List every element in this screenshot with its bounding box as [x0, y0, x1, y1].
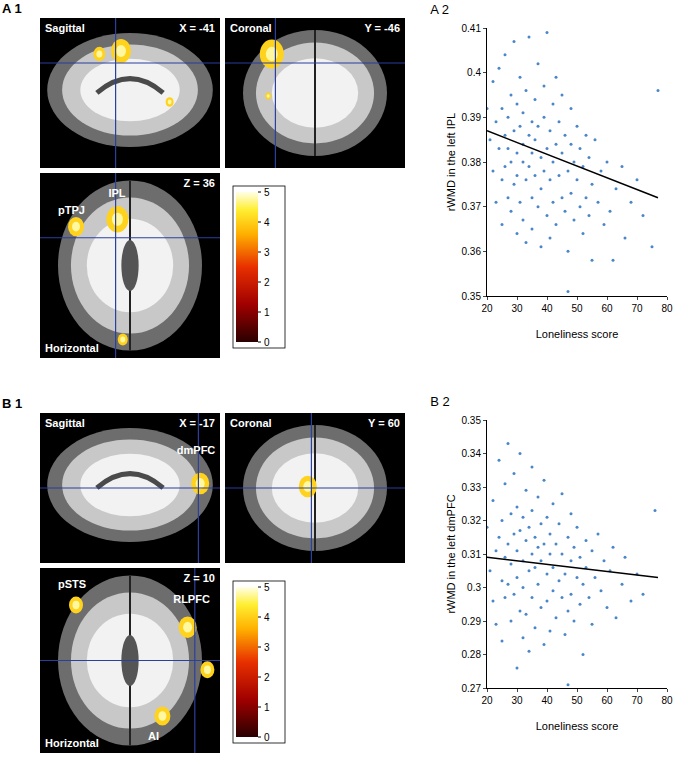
svg-text:50: 50 [571, 695, 583, 706]
svg-text:0.39: 0.39 [462, 112, 482, 123]
svg-text:0.34: 0.34 [462, 448, 482, 459]
svg-text:Loneliness score: Loneliness score [536, 720, 619, 732]
svg-text:0.38: 0.38 [462, 157, 482, 168]
svg-text:A 2: A 2 [430, 2, 449, 17]
svg-text:B 2: B 2 [430, 394, 450, 409]
svg-text:0.31: 0.31 [462, 549, 482, 560]
svg-text:0.41: 0.41 [462, 23, 482, 34]
svg-text:rWMD in the left IPL: rWMD in the left IPL [445, 113, 457, 211]
svg-text:rWMD in the left dmPFC: rWMD in the left dmPFC [445, 494, 457, 613]
svg-text:Loneliness score: Loneliness score [536, 328, 619, 340]
svg-text:1: 1 [264, 307, 270, 318]
svg-text:pTPJ: pTPJ [58, 204, 85, 216]
svg-text:40: 40 [541, 303, 553, 314]
svg-text:AI: AI [148, 730, 159, 742]
svg-text:3: 3 [264, 642, 270, 653]
svg-text:Sagittal: Sagittal [45, 417, 85, 429]
svg-text:B 1: B 1 [2, 396, 22, 411]
svg-text:0: 0 [264, 337, 270, 348]
svg-text:70: 70 [631, 695, 643, 706]
svg-text:Y = 60: Y = 60 [368, 417, 400, 429]
svg-text:30: 30 [511, 303, 523, 314]
svg-text:0.33: 0.33 [462, 482, 482, 493]
svg-text:4: 4 [264, 217, 270, 228]
svg-text:20: 20 [481, 695, 493, 706]
svg-text:Sagittal: Sagittal [45, 22, 85, 34]
svg-text:0.28: 0.28 [462, 649, 482, 660]
svg-text:pSTS: pSTS [58, 578, 86, 590]
svg-text:40: 40 [541, 695, 553, 706]
svg-text:0.37: 0.37 [462, 201, 482, 212]
svg-text:0.29: 0.29 [462, 616, 482, 627]
svg-text:2: 2 [264, 277, 270, 288]
svg-text:60: 60 [601, 303, 613, 314]
svg-text:20: 20 [481, 303, 493, 314]
svg-text:4: 4 [264, 612, 270, 623]
svg-text:0.4: 0.4 [467, 67, 481, 78]
svg-text:Z = 10: Z = 10 [184, 572, 216, 584]
svg-text:RLPFC: RLPFC [173, 593, 210, 605]
svg-text:80: 80 [661, 303, 673, 314]
svg-text:Coronal: Coronal [230, 417, 272, 429]
svg-text:50: 50 [571, 303, 583, 314]
svg-text:X = -41: X = -41 [179, 22, 215, 34]
svg-text:2: 2 [264, 672, 270, 683]
svg-text:70: 70 [631, 303, 643, 314]
svg-text:30: 30 [511, 695, 523, 706]
svg-text:0: 0 [264, 732, 270, 743]
svg-text:IPL: IPL [108, 187, 125, 199]
svg-text:Z = 36: Z = 36 [184, 177, 216, 189]
svg-text:3: 3 [264, 247, 270, 258]
svg-text:0.35: 0.35 [462, 291, 482, 302]
svg-text:0.32: 0.32 [462, 515, 482, 526]
svg-text:dmPFC: dmPFC [177, 444, 216, 456]
svg-text:X = -17: X = -17 [179, 417, 215, 429]
svg-text:1: 1 [264, 702, 270, 713]
svg-text:0.27: 0.27 [462, 683, 482, 694]
svg-text:Y = -46: Y = -46 [364, 22, 400, 34]
svg-text:5: 5 [264, 582, 270, 593]
svg-text:Horizontal: Horizontal [45, 737, 99, 749]
svg-text:Coronal: Coronal [230, 22, 272, 34]
svg-text:Horizontal: Horizontal [45, 342, 99, 354]
svg-text:5: 5 [264, 187, 270, 198]
svg-text:0.3: 0.3 [467, 582, 481, 593]
svg-text:60: 60 [601, 695, 613, 706]
svg-text:80: 80 [661, 695, 673, 706]
svg-text:A 1: A 1 [2, 1, 22, 16]
svg-text:0.35: 0.35 [462, 415, 482, 426]
svg-text:0.36: 0.36 [462, 246, 482, 257]
